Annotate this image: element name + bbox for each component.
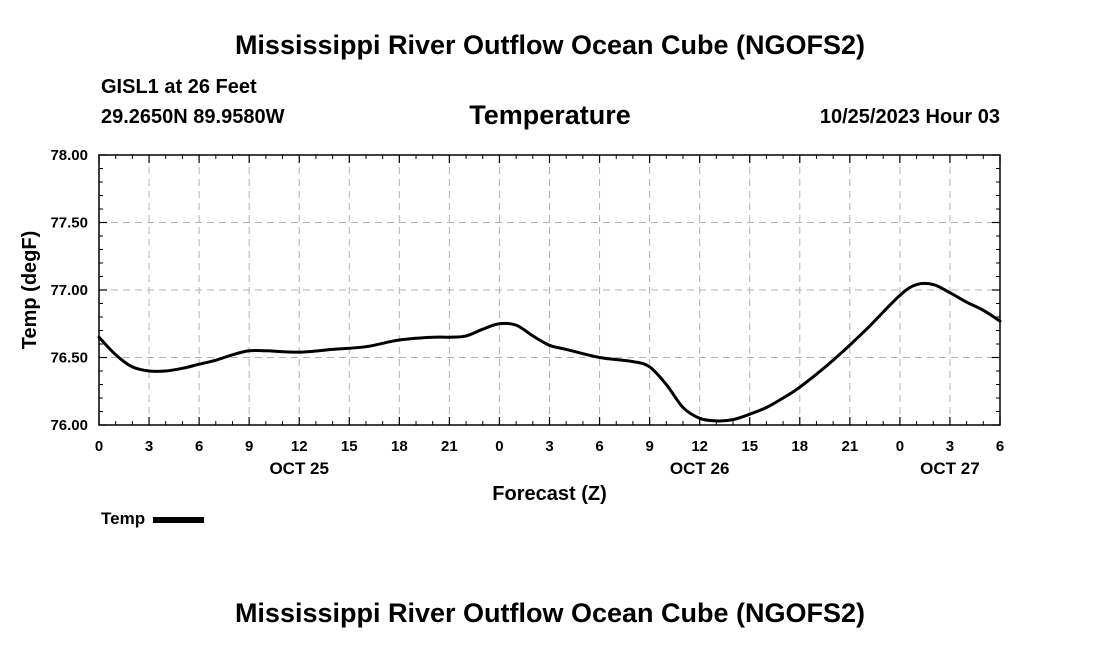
x-tick-label: 3: [946, 438, 954, 455]
x-tick-label: 21: [441, 438, 458, 455]
x-tick-label: 12: [691, 438, 708, 455]
x-tick-label: 9: [645, 438, 653, 455]
x-tick-label: 18: [391, 438, 408, 455]
x-tick-label: 9: [245, 438, 253, 455]
x-tick-label: 3: [145, 438, 153, 455]
variable-title: Temperature: [469, 100, 631, 130]
series-line-temp: [97, 281, 1002, 423]
axis-ticks: [98, 154, 1001, 426]
x-tick-label: 15: [741, 438, 758, 455]
date-labels: OCT 25 OCT 26 OCT 27: [269, 459, 979, 478]
x-tick-label: 21: [841, 438, 858, 455]
y-tick-labels: 76.00 76.50 77.00 77.50 78.00: [50, 147, 88, 434]
bottom-title: Mississippi River Outflow Ocean Cube (NG…: [234, 598, 866, 628]
x-tick-label: 6: [595, 438, 603, 455]
y-tick-label: 77.00: [50, 282, 88, 299]
date-label: OCT 27: [920, 459, 980, 478]
x-tick-label: 6: [996, 438, 1004, 455]
coordinates-label: 29.2650N 89.9580W: [101, 106, 285, 128]
date-label: OCT 25: [269, 459, 329, 478]
x-tick-label: 0: [896, 438, 904, 455]
x-tick-label: 0: [495, 438, 503, 455]
y-tick-label: 77.50: [50, 215, 88, 232]
x-tick-labels: 0 3 6 9 12 15 18 21 0 3 6 9 12 15 18 21 0 3 6: [95, 438, 1004, 455]
y-tick-label: 76.00: [50, 417, 88, 434]
x-tick-label: 18: [791, 438, 808, 455]
grid-lines: [99, 155, 1000, 425]
y-axis-label: Temp (degF): [19, 231, 41, 350]
x-tick-label: 15: [341, 438, 358, 455]
x-tick-label: 6: [195, 438, 203, 455]
legend: Temp: [101, 509, 205, 529]
y-tick-label: 76.50: [50, 350, 88, 367]
legend-label: Temp: [101, 509, 146, 528]
date-label: OCT 26: [670, 459, 730, 478]
x-tick-label: 12: [291, 438, 308, 455]
station-label: GISL1 at 26 Feet: [101, 76, 257, 98]
chart-title: Mississippi River Outflow Ocean Cube (NG…: [234, 30, 866, 60]
x-tick-label: 3: [545, 438, 553, 455]
legend-line-swatch: [153, 517, 205, 523]
datetime-label: 10/25/2023 Hour 03: [819, 106, 1000, 128]
x-axis-label: Forecast (Z): [492, 483, 606, 505]
y-tick-label: 78.00: [50, 147, 88, 164]
x-tick-label: 0: [95, 438, 103, 455]
